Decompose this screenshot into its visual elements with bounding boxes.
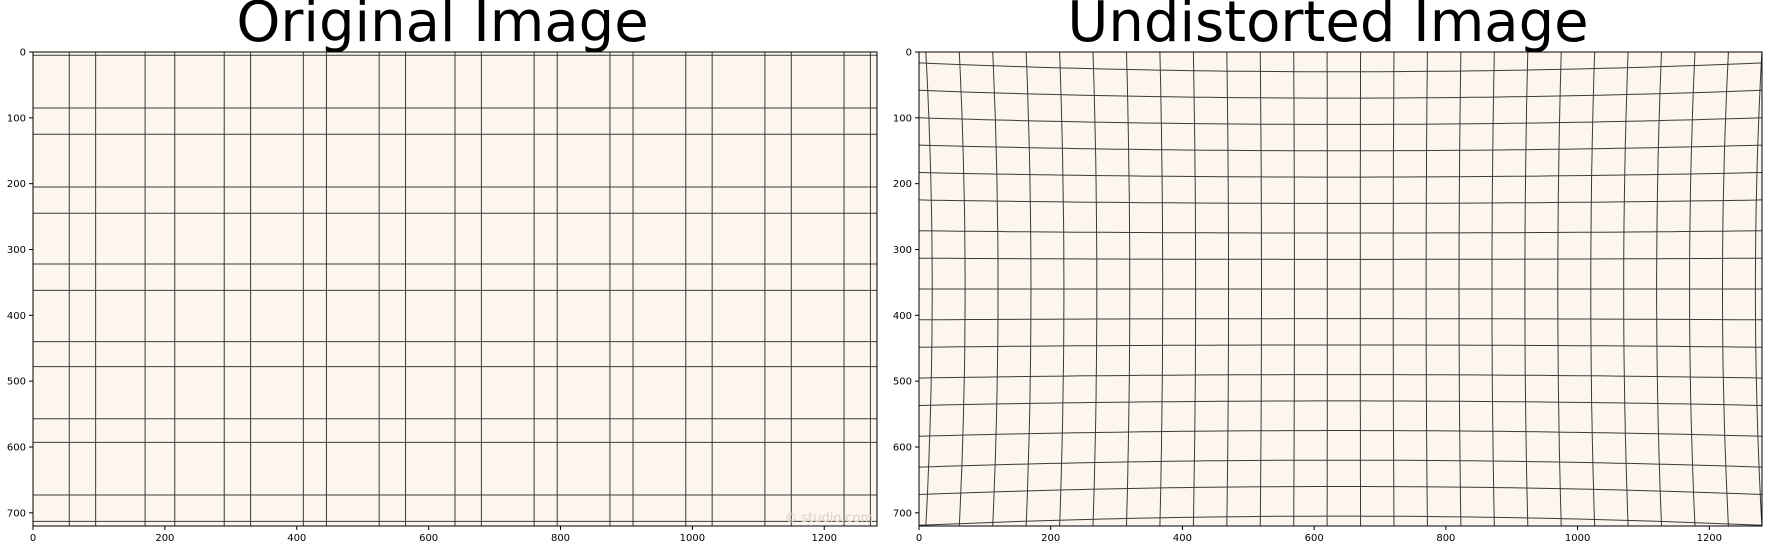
y-tick-label: 200 — [893, 179, 912, 190]
grid-line-horizontal — [893, 543, 1771, 549]
x-tick-label: 1200 — [812, 533, 837, 544]
x-tick-label: 400 — [287, 533, 306, 544]
y-tick-label: 600 — [7, 443, 26, 454]
y-tick-label: 300 — [893, 245, 912, 256]
original-image-plot: © studio.com 0 200 400 600 800 1000 1200 0 100 200… — [0, 0, 885, 549]
y-tick-label: 600 — [893, 443, 912, 454]
y-tick-label: 300 — [7, 245, 26, 256]
y-tick-label: 700 — [893, 508, 912, 519]
x-tick-label: 200 — [155, 533, 174, 544]
x-tick-label: 600 — [419, 533, 438, 544]
grid-line-horizontal — [893, 38, 1771, 49]
grid-line-vertical — [891, 26, 899, 549]
x-tick-label: 0 — [30, 533, 36, 544]
x-tick-label: 200 — [1041, 533, 1060, 544]
y-tick-label: 400 — [7, 311, 26, 322]
x-tick-label: 1200 — [1697, 533, 1722, 544]
y-tick-label: 500 — [7, 377, 26, 388]
y-tick-label: 0 — [20, 48, 26, 59]
x-tick-label: 800 — [551, 533, 570, 544]
x-tick-label: 1000 — [680, 533, 705, 544]
watermark: © studio.com — [784, 511, 873, 526]
y-tick-label: 500 — [893, 377, 912, 388]
y-tick-label: 100 — [893, 113, 912, 124]
undistorted-image-panel: Undistorted Image 0 200 400 600 800 1000 1200 0… — [885, 0, 1771, 549]
y-tick-label: 400 — [893, 311, 912, 322]
y-tick-label: 200 — [7, 179, 26, 190]
y-tick-label: 700 — [7, 508, 26, 519]
x-tick-label: 0 — [916, 533, 922, 544]
original-image-panel: Original Image © studio.com 0 200 400 600 800… — [0, 0, 885, 549]
y-tick-label: 100 — [7, 113, 26, 124]
x-tick-label: 600 — [1305, 533, 1324, 544]
x-tick-label: 400 — [1173, 533, 1192, 544]
y-tick-label: 0 — [906, 48, 912, 59]
x-tick-label: 1000 — [1565, 533, 1590, 544]
x-tick-label: 800 — [1436, 533, 1455, 544]
undistorted-image-plot: 0 200 400 600 800 1000 1200 0 100 200 300 400 500 600… — [885, 0, 1771, 549]
